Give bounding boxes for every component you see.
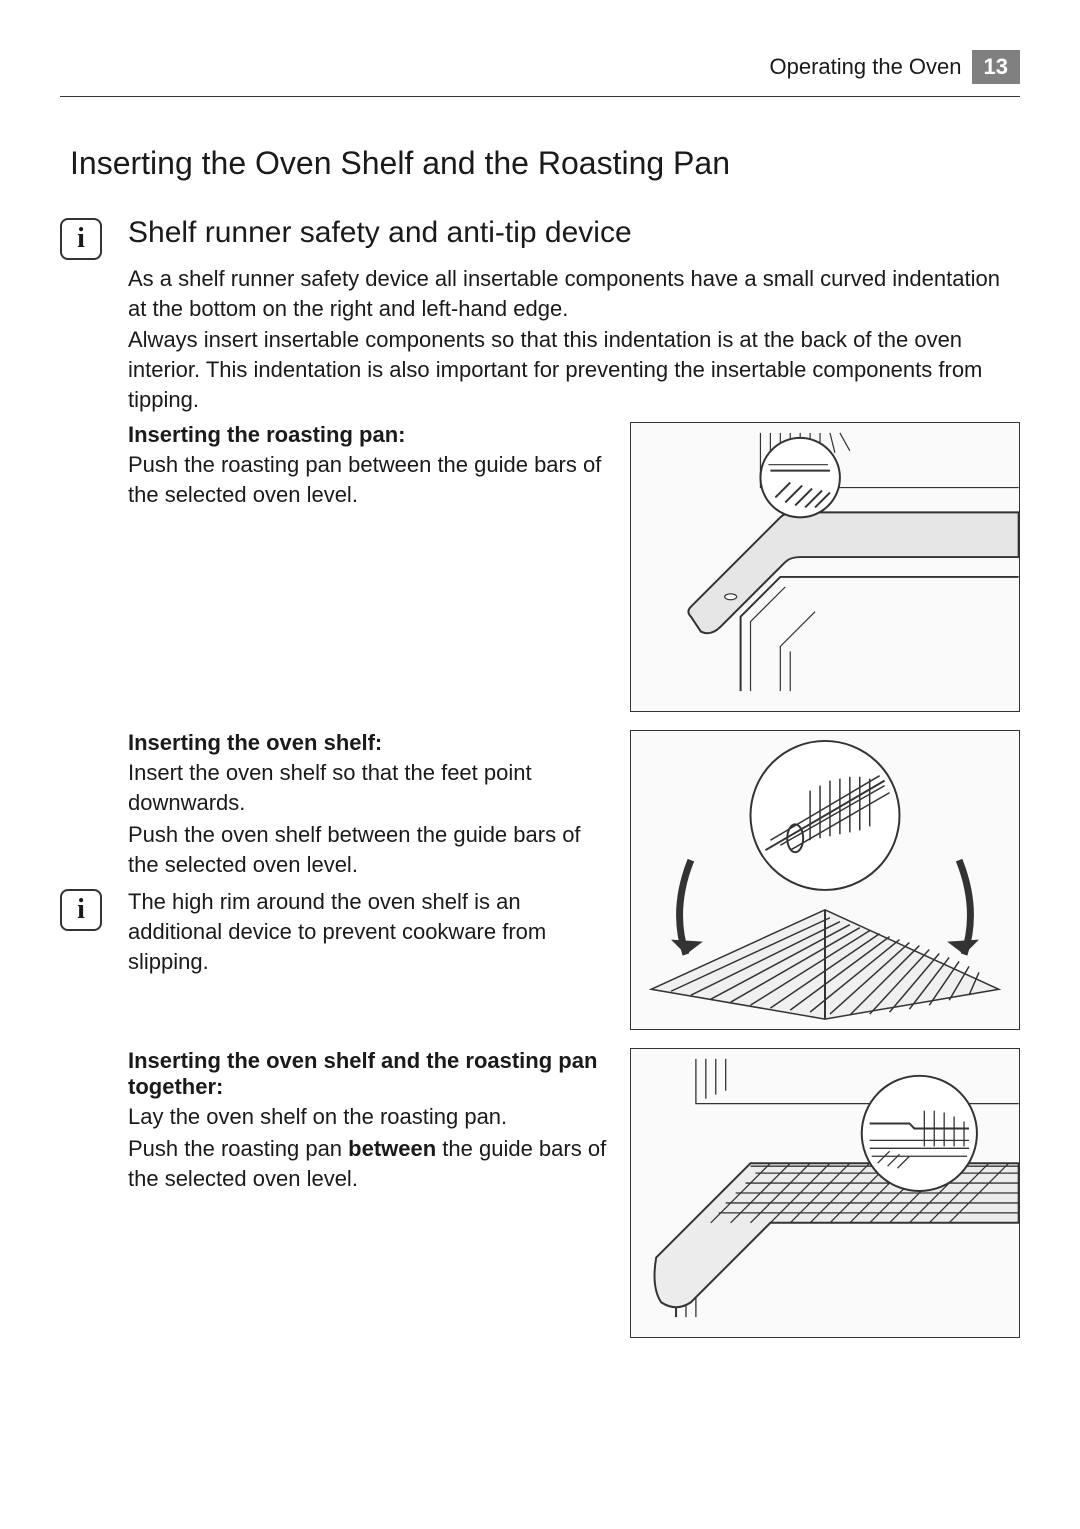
section-3-body2: Push the roasting pan between the guide … — [128, 1134, 614, 1193]
section-2-body2: Push the oven shelf between the guide ba… — [128, 820, 614, 879]
info-icon: i — [60, 889, 102, 931]
section-3-body2-pre: Push the roasting pan — [128, 1136, 348, 1161]
section-name: Operating the Oven — [770, 54, 962, 80]
section-3-body2-bold: between — [348, 1136, 436, 1161]
info-icon: i — [60, 218, 102, 260]
illustration-oven-shelf — [630, 730, 1020, 1030]
section-2-note: The high rim around the oven shelf is an… — [128, 887, 614, 976]
section-1-heading: Inserting the roasting pan: — [128, 422, 614, 448]
section-1-body: Push the roasting pan between the guide … — [128, 450, 614, 509]
illustration-shelf-pan-together — [630, 1048, 1020, 1338]
intro-para-1: As a shelf runner safety device all inse… — [128, 264, 1020, 323]
page-title: Inserting the Oven Shelf and the Roastin… — [70, 145, 1020, 182]
section-3-body: Lay the oven shelf on the roasting pan. — [128, 1102, 614, 1132]
page-number: 13 — [972, 50, 1020, 84]
subtitle: Shelf runner safety and anti-tip device — [128, 216, 1020, 250]
section-3-heading: Inserting the oven shelf and the roastin… — [128, 1048, 614, 1100]
page-header: Operating the Oven 13 — [60, 50, 1020, 97]
illustration-roasting-pan — [630, 422, 1020, 712]
section-2-body: Insert the oven shelf so that the feet p… — [128, 758, 614, 817]
section-2-heading: Inserting the oven shelf: — [128, 730, 614, 756]
intro-para-2: Always insert insertable components so t… — [128, 325, 1020, 414]
